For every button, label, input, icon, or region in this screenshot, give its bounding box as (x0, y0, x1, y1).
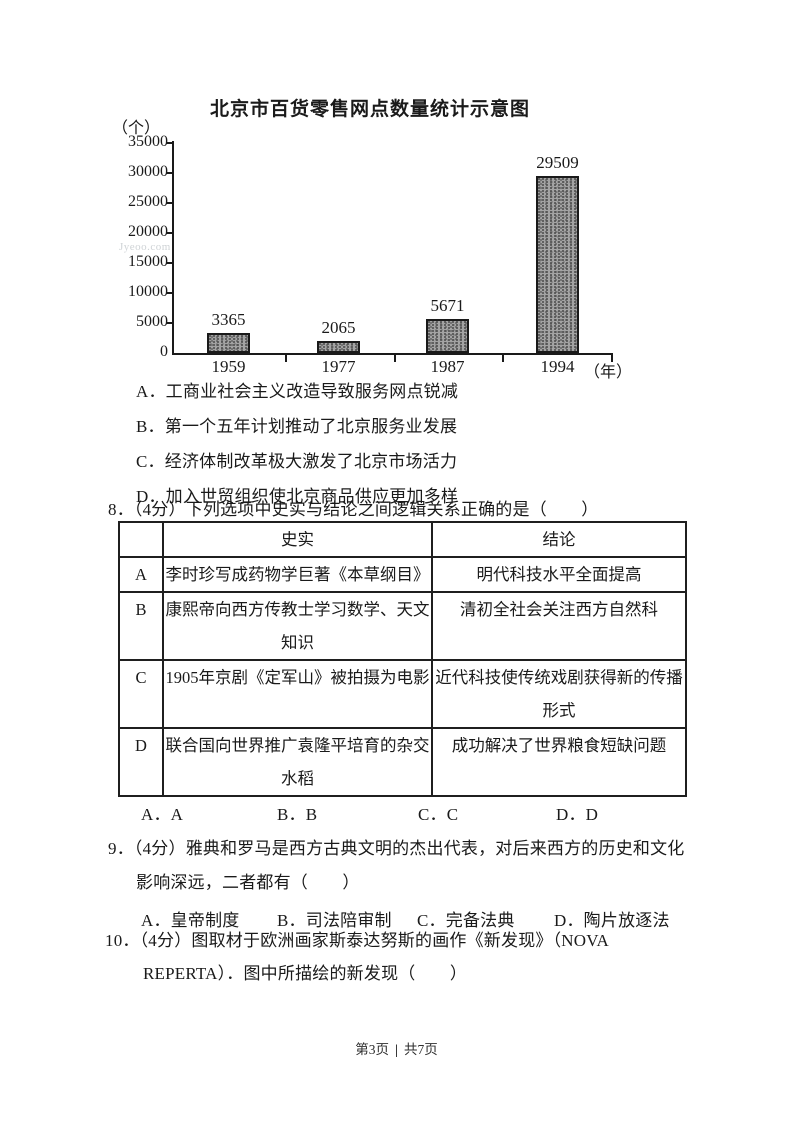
y-tick-label: 30000 (128, 163, 168, 180)
q10-stem-line1: 10．（4分）图取材于欧洲画家斯泰达努斯的画作《新发现》（NOVA (105, 931, 610, 950)
bar-value-label: 2065 (321, 318, 356, 337)
y-axis-line (172, 141, 174, 355)
q8-answer-a: A．A (141, 805, 184, 824)
row-letter: C (118, 659, 164, 729)
row-fact: 联合国向世界推广袁隆平培育的杂交水稻 (162, 727, 433, 797)
bar-1959 (207, 333, 250, 353)
y-tick-mark (166, 292, 174, 294)
bar-1987 (426, 319, 469, 353)
header-empty-cell (118, 521, 164, 558)
x-tick-mark (611, 355, 613, 362)
bar-1994 (536, 176, 579, 353)
x-tick-mark (394, 355, 396, 362)
bar-1977 (317, 341, 360, 353)
q7-option-b: B．第一个五年计划推动了北京服务业发展 (136, 417, 458, 436)
q9-option-d: D．陶片放逐法 (554, 911, 670, 930)
header-conclusion: 结论 (431, 521, 687, 558)
header-fact: 史实 (162, 521, 433, 558)
y-tick-mark (166, 232, 174, 234)
table-row-d: D 联合国向世界推广袁隆平培育的杂交水稻 成功解决了世界粮食短缺问题 (118, 727, 687, 797)
x-axis-line (172, 353, 613, 355)
q7-option-c: C．经济体制改革极大激发了北京市场活力 (136, 452, 458, 471)
row-letter: D (118, 727, 164, 797)
q9-stem-line2: 影响深远，二者都有（ ） (136, 873, 360, 892)
y-tick-label: 25000 (128, 193, 168, 210)
q8-stem: 8．（4分）下列选项中史实与结论之间逻辑关系正确的是（ ） (108, 500, 599, 519)
x-tick-label: 1994 (540, 357, 575, 376)
q8-answer-b: B．B (277, 805, 318, 824)
y-tick-label: 10000 (128, 283, 168, 300)
y-axis-unit-label: （个） (112, 120, 161, 137)
q9-option-a: A．皇帝制度 (141, 911, 240, 930)
bar-value-label: 5671 (430, 296, 465, 315)
y-tick-label: 20000 (128, 223, 168, 240)
q10-stem-line2: REPERTA）．图中所描绘的新发现（ ） (143, 964, 468, 983)
q9-option-c: C．完备法典 (417, 911, 515, 930)
bar-value-label: 29509 (536, 153, 579, 172)
table-row-c: C 1905年京剧《定军山》被拍摄为电影 近代科技使传统戏剧获得新的传播形式 (118, 659, 687, 729)
row-conclusion: 明代科技水平全面提高 (431, 556, 687, 593)
watermark: Jyeoo.com (119, 241, 171, 253)
x-tick-mark (502, 355, 504, 362)
footer-page-total: 共7页 (403, 1042, 438, 1057)
y-tick-mark (166, 142, 174, 144)
row-letter: B (118, 591, 164, 661)
y-tick-label: 35000 (128, 133, 168, 150)
x-tick-label: 1959 (211, 357, 246, 376)
x-tick-label: 1977 (321, 357, 356, 376)
y-tick-mark (166, 172, 174, 174)
table-row-a: A 李时珍写成药物学巨著《本草纲目》 明代科技水平全面提高 (118, 556, 687, 593)
q8-answer-d: D．D (556, 805, 599, 824)
footer-page-current: 第3页 (355, 1042, 389, 1057)
row-letter: A (118, 556, 164, 593)
y-tick-mark (166, 202, 174, 204)
y-tick-mark (166, 262, 174, 264)
footer-separator: | (395, 1042, 398, 1057)
x-tick-label: 1987 (430, 357, 465, 376)
row-conclusion: 近代科技使传统戏剧获得新的传播形式 (431, 659, 687, 729)
row-fact: 1905年京剧《定军山》被拍摄为电影 (162, 659, 433, 729)
chart-title: 北京市百货零售网点数量统计示意图 (209, 99, 530, 120)
y-tick-label: 5000 (136, 313, 168, 330)
x-tick-mark (285, 355, 287, 362)
bar-value-label: 3365 (211, 310, 246, 329)
row-fact: 李时珍写成药物学巨著《本草纲目》 (162, 556, 433, 593)
q9-option-b: B．司法陪审制 (277, 911, 392, 930)
q9-stem-line1: 9．（4分）雅典和罗马是西方古典文明的杰出代表，对后来西方的历史和文化 (108, 839, 685, 858)
q8-fact-conclusion-table: 史实 结论 A 李时珍写成药物学巨著《本草纲目》 明代科技水平全面提高 B 康熙… (118, 521, 687, 797)
q7-option-a: A．工商业社会主义改造导致服务网点锐减 (136, 382, 459, 401)
q8-answer-c: C．C (418, 805, 459, 824)
y-tick-mark (166, 322, 174, 324)
table-header-row: 史实 结论 (118, 521, 687, 558)
y-tick-label: 0 (160, 343, 168, 360)
table-row-b: B 康熙帝向西方传教士学习数学、天文知识 清初全社会关注西方自然科 (118, 591, 687, 661)
row-conclusion: 清初全社会关注西方自然科 (431, 591, 687, 661)
x-axis-unit-label: （年） (584, 364, 633, 381)
page-footer: 第3页 | 共7页 (0, 1038, 793, 1058)
row-conclusion: 成功解决了世界粮食短缺问题 (431, 727, 687, 797)
q7-option-d: D．加入世贸组织使北京商品供应更加多样 (136, 487, 459, 506)
row-fact: 康熙帝向西方传教士学习数学、天文知识 (162, 591, 433, 661)
y-tick-label: 15000 (128, 253, 168, 270)
